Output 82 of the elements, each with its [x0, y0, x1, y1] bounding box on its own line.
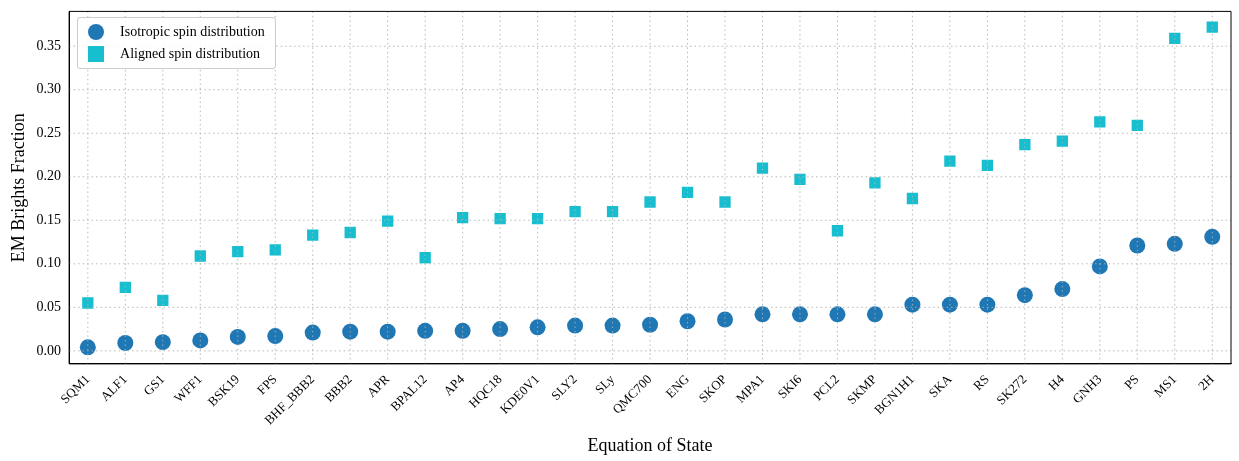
point: [529, 319, 546, 336]
x-tick-label: SLy: [591, 371, 618, 397]
point: [419, 252, 431, 264]
point: [1091, 258, 1108, 275]
point: [642, 316, 659, 333]
point: [717, 311, 734, 328]
point: [269, 244, 281, 256]
point: [756, 162, 769, 174]
point: [866, 306, 883, 323]
point: [1131, 119, 1143, 132]
point: [1016, 287, 1033, 304]
x-tick-label: H4: [1045, 371, 1068, 394]
point: [494, 212, 506, 225]
point: [232, 245, 244, 258]
point: [869, 177, 881, 189]
point: [567, 317, 584, 334]
point: [1094, 116, 1106, 128]
point: [981, 159, 994, 172]
legend-label: Aligned spin distribution: [120, 46, 261, 63]
x-tick-label: 2H: [1194, 371, 1217, 394]
x-tick-label: PS: [1121, 371, 1142, 393]
point: [82, 297, 94, 309]
point: [454, 322, 471, 339]
point: [192, 332, 209, 349]
point: [604, 317, 621, 334]
point: [1169, 32, 1181, 45]
point: [1056, 135, 1068, 147]
x-tick-label: RS: [970, 371, 992, 394]
x-tick-label: APR: [363, 371, 393, 400]
point: [344, 226, 356, 239]
y-tick-label: 0.05: [36, 299, 62, 314]
point: [1206, 21, 1218, 33]
x-tick-label: GS1: [140, 371, 168, 399]
point: [304, 324, 321, 341]
point: [904, 296, 921, 313]
point: [644, 196, 656, 208]
point: [119, 281, 131, 293]
point: [1166, 235, 1183, 252]
x-axis-title: Equation of State: [587, 434, 713, 455]
point: [829, 306, 846, 323]
point: [154, 334, 171, 351]
point: [307, 229, 319, 241]
y-tick-label: 0.25: [36, 124, 62, 140]
point: [342, 323, 359, 340]
point: [719, 196, 731, 208]
y-axis-title: EM Brights Fraction: [7, 113, 28, 263]
y-tick-label: 0.10: [36, 255, 62, 271]
point: [157, 294, 169, 307]
point: [679, 313, 696, 330]
x-tick-label: AP4: [440, 371, 468, 399]
point: [569, 205, 581, 218]
point: [379, 323, 396, 340]
x-tick-label: MS1: [1150, 371, 1180, 400]
y-tick-label: 0.30: [36, 81, 62, 97]
point: [791, 306, 808, 323]
point: [1129, 237, 1146, 254]
point: [681, 186, 694, 199]
point: [979, 296, 996, 313]
point: [492, 321, 509, 338]
point: [194, 250, 206, 262]
point: [117, 335, 134, 352]
point: [831, 225, 844, 237]
point: [606, 205, 619, 218]
x-tick-label: SKA: [925, 370, 955, 401]
point: [941, 296, 958, 313]
y-tick-label: 0.00: [36, 342, 62, 358]
y-tick-label: 0.20: [36, 168, 62, 184]
point: [1204, 228, 1221, 245]
y-tick-label: 0.35: [36, 37, 62, 53]
point: [267, 328, 284, 345]
point: [794, 173, 806, 186]
point: [229, 328, 246, 345]
point: [944, 155, 956, 167]
legend-label: Isotropic spin distribution: [120, 24, 265, 41]
point: [382, 215, 394, 227]
point: [906, 192, 919, 205]
point: [79, 339, 96, 356]
point: [1019, 138, 1031, 151]
point: [754, 306, 771, 323]
point: [1054, 281, 1071, 298]
y-tick-label: 0.15: [36, 211, 62, 227]
point: [417, 322, 434, 339]
